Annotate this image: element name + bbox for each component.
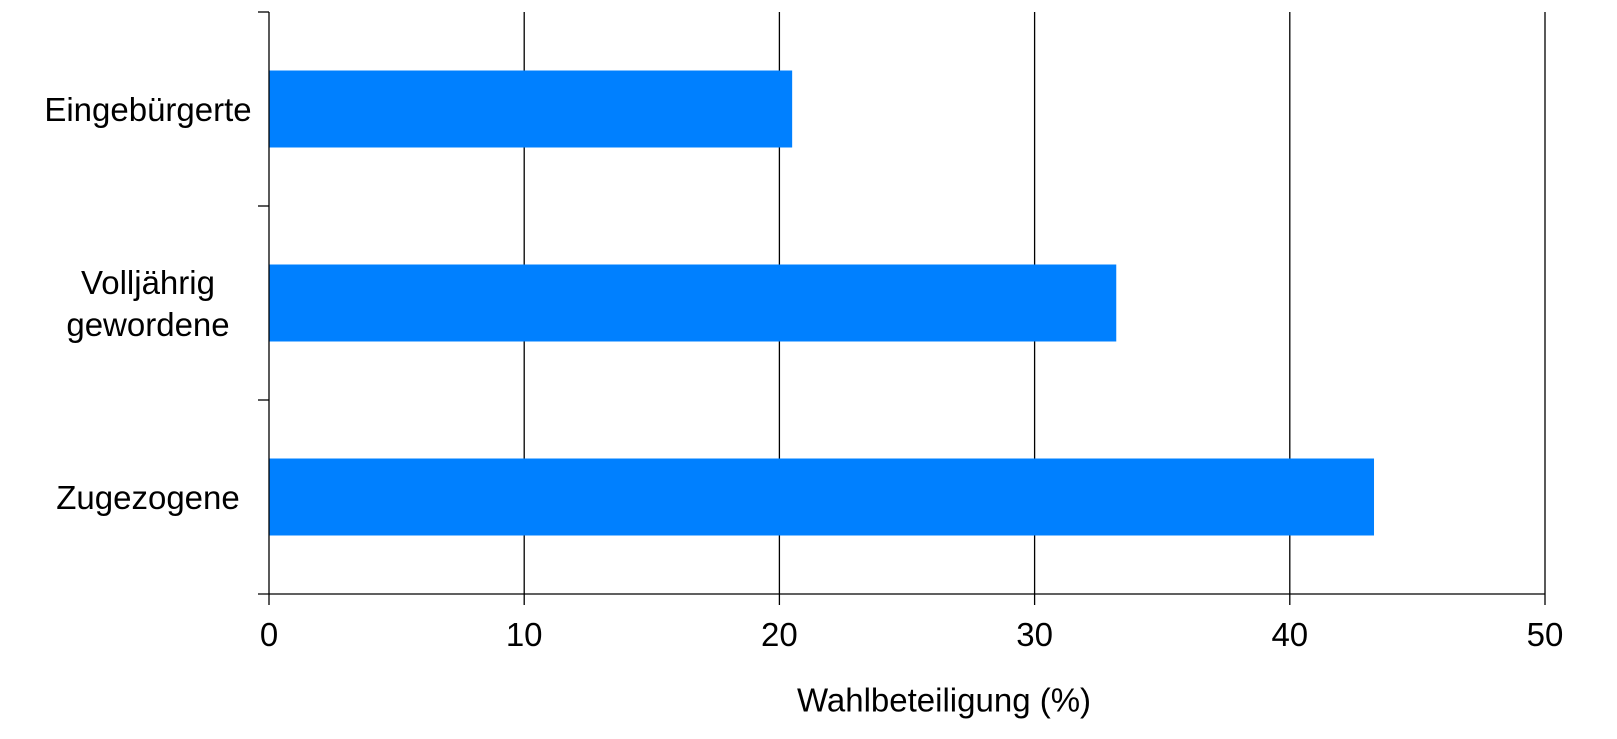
labels: 0 10 20 30 40 50 Eingebürgerte Volljährig geword… [44, 91, 1563, 653]
x-tick-label: 30 [1016, 616, 1053, 653]
x-tick-label: 10 [506, 616, 543, 653]
x-tick-label: 0 [260, 616, 278, 653]
y-category-label: Volljährig gewordene [66, 264, 229, 343]
y-category-label: Eingebürgerte [44, 91, 251, 128]
x-tick-label: 40 [1271, 616, 1308, 653]
y-category-label: Zugezogene [56, 479, 239, 516]
bar [269, 458, 1375, 536]
x-axis-title: Wahlbeteiligung (%) [797, 682, 1091, 719]
x-tick-label: 20 [761, 616, 798, 653]
axes [258, 11, 1546, 605]
bars [269, 70, 1375, 536]
x-tick-label: 50 [1527, 616, 1564, 653]
bar [269, 70, 793, 148]
bar [269, 264, 1117, 342]
